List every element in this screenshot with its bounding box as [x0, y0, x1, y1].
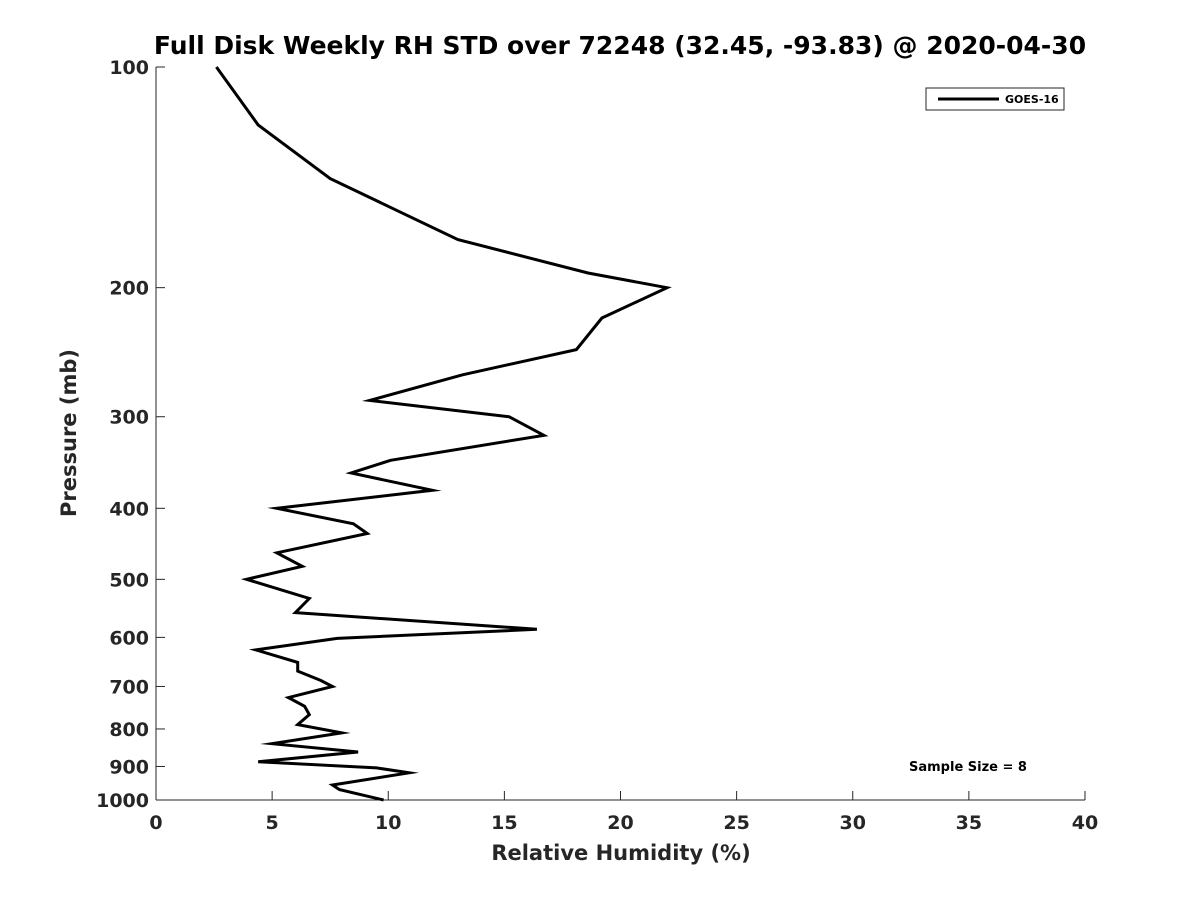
chart-title: Full Disk Weekly RH STD over 72248 (32.4… [154, 31, 1086, 60]
y-tick-label: 700 [109, 676, 149, 698]
x-tick-label: 35 [956, 812, 982, 834]
x-tick-label: 30 [840, 812, 866, 834]
series-layer [215, 66, 672, 802]
y-tick-label: 300 [109, 407, 149, 429]
y-tick-label: 1000 [96, 790, 149, 812]
sample-size-annotation: Sample Size = 8 [909, 760, 1027, 775]
y-tick-label: 800 [109, 719, 149, 741]
x-axis-label: Relative Humidity (%) [491, 841, 750, 865]
x-tick-label: 0 [149, 812, 162, 834]
series-line-goes-16 [215, 66, 672, 802]
x-tick-label: 20 [607, 812, 633, 834]
plot-area [155, 67, 1085, 801]
legend-label-goes-16: GOES-16 [1005, 93, 1059, 106]
x-tick-label: 10 [375, 812, 401, 834]
y-tick-label: 500 [109, 569, 149, 591]
x-tick-label: 40 [1072, 812, 1098, 834]
x-axis-ticks: 0 5 10 15 20 25 30 35 40 [149, 791, 1098, 834]
y-tick-label: 600 [109, 627, 149, 649]
legend: GOES-16 [925, 87, 1065, 111]
x-tick-label: 15 [491, 812, 517, 834]
y-axis-ticks: 100 200 300 400 500 600 700 800 900 1000 [96, 57, 165, 812]
y-axis-label: Pressure (mb) [57, 349, 81, 517]
y-tick-label: 100 [109, 57, 149, 79]
y-tick-label: 400 [109, 498, 149, 520]
x-tick-label: 25 [723, 812, 749, 834]
x-tick-label: 5 [266, 812, 279, 834]
y-tick-label: 200 [109, 278, 149, 300]
y-tick-label: 900 [109, 756, 149, 778]
